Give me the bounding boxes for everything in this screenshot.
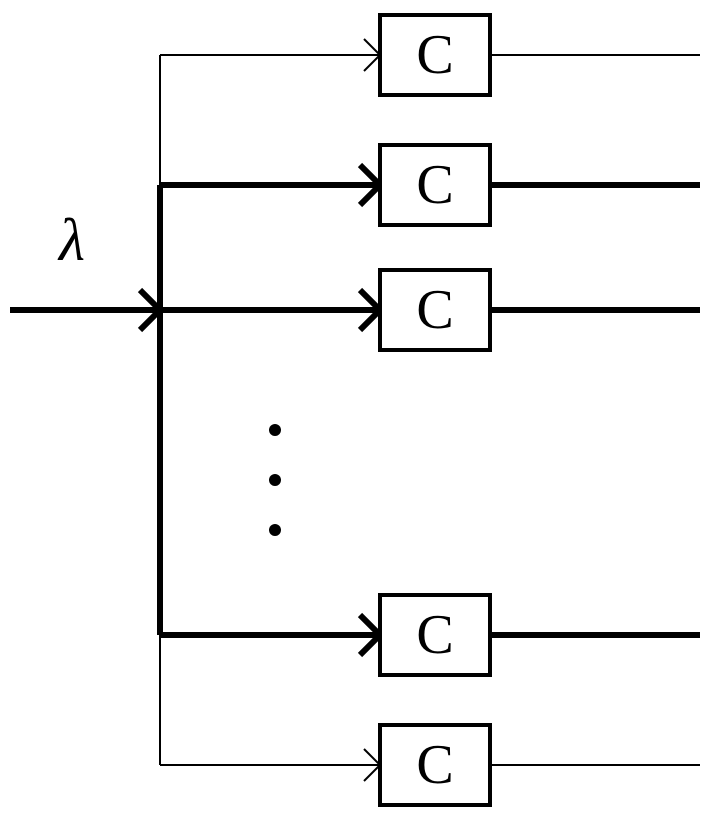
c-box-label: C — [416, 604, 453, 666]
c-box-label: C — [416, 24, 453, 86]
diagram-canvas: C C C C Cλ — [0, 0, 707, 826]
c-box-label: C — [416, 279, 453, 341]
input-label: λ — [57, 207, 85, 273]
c-box-label: C — [416, 734, 453, 796]
ellipsis-dot — [269, 524, 281, 536]
c-box-label: C — [416, 154, 453, 216]
ellipsis-dot — [269, 474, 281, 486]
ellipsis-dot — [269, 424, 281, 436]
